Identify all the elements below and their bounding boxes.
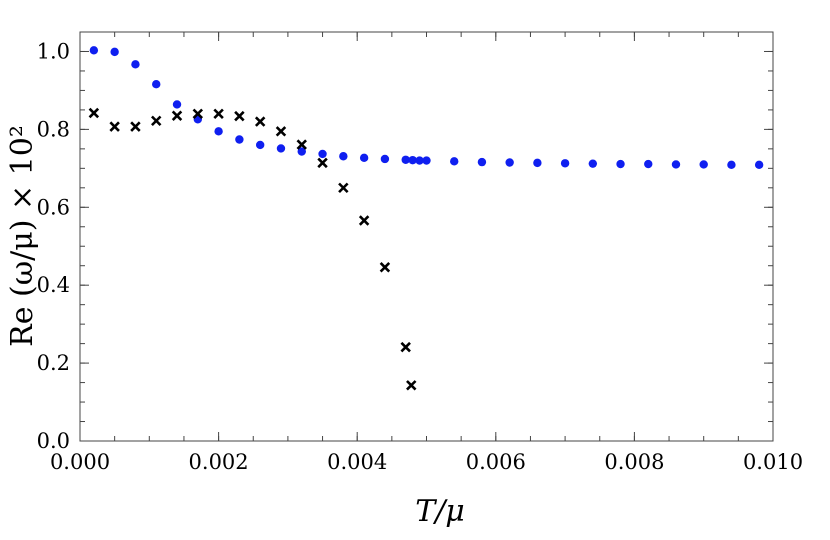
cross-stroke [171,110,183,121]
cross-stroke [151,115,162,127]
x-tick-label: 0.006 [466,450,526,474]
cross-stroke [358,215,370,226]
data-point-cross [109,121,120,132]
data-point-circle [89,46,99,55]
y-axis-label: Re (ω/μ) × 10² [5,125,40,347]
data-point-circle [699,160,708,169]
data-point-circle [477,157,487,167]
data-point-circle [318,149,327,159]
cross-stroke [275,126,287,137]
cross-stroke [213,108,224,120]
data-point-circle [359,153,369,163]
y-tick-label: 0.4 [37,273,70,297]
data-point-cross [406,380,417,391]
data-point-circle [152,79,161,89]
series-circles [89,46,764,170]
cross-stroke [400,341,411,353]
y-tick-label: 0.2 [37,351,70,375]
y-tick-label: 0.6 [37,195,70,219]
y-tick-labels: 0.0 0.2 0.4 0.6 0.8 1.0 [37,39,70,453]
y-tick-label: 0.0 [37,429,70,453]
data-point-circle [214,127,223,136]
x-tick-label: 0.000 [50,450,110,474]
cross-stroke [379,262,391,273]
axis-ticks [79,31,774,442]
data-point-circle [588,159,598,168]
data-point-cross [379,262,391,273]
data-point-cross [192,108,204,120]
data-point-circle [172,100,182,109]
data-point-cross [358,215,370,226]
cross-stroke [296,139,307,150]
data-point-circle [754,160,764,170]
data-point-circle [110,47,119,57]
cross-stroke [338,182,349,194]
data-point-circle [727,160,736,170]
x-tick-labels: 0.000 0.002 0.004 0.006 0.008 0.010 [50,450,803,474]
data-point-cross [130,121,141,132]
data-point-circle [644,159,653,169]
data-point-circle [560,159,570,168]
cross-stroke [317,157,328,169]
cross-stroke [109,121,120,132]
data-point-cross [213,108,224,120]
data-point-circle [276,144,286,153]
y-tick-label: 1.0 [37,39,70,63]
y-tick-label: 0.8 [37,117,70,141]
data-point-cross [400,341,411,353]
cross-stroke [234,110,245,122]
data-point-circle [255,140,265,150]
series-crosses [88,107,417,391]
data-point-cross [234,110,245,122]
x-tick-label: 0.002 [189,450,249,474]
data-point-cross [275,126,287,137]
x-tick-label: 0.008 [604,450,664,474]
data-point-circle [339,152,348,161]
data-point-circle [408,155,417,165]
plot-frame [79,31,774,442]
x-axis-label: T/μ [415,494,465,529]
cross-stroke [192,108,204,120]
x-tick-label: 0.004 [327,450,387,474]
data-point-circle [380,154,390,164]
data-point-cross [296,139,307,150]
data-point-circle [422,156,431,165]
x-tick-label: 0.010 [743,450,803,474]
data-point-circle [533,158,542,168]
data-point-cross [338,182,349,194]
cross-stroke [130,121,141,132]
data-point-cross [151,115,162,127]
cross-stroke [406,380,417,391]
data-point-cross [317,157,328,169]
cross-stroke [254,116,266,127]
cross-stroke [88,107,100,119]
data-point-circle [505,158,514,167]
data-point-circle [297,147,306,156]
data-point-circle [235,135,244,144]
data-point-circle [131,60,140,69]
data-point-circle [401,155,410,164]
data-point-circle [616,159,625,169]
data-point-circle [671,160,681,169]
data-point-cross [88,107,100,119]
data-point-circle [415,156,424,165]
data-point-cross [254,116,266,127]
data-point-circle [450,157,459,166]
data-point-cross [171,110,183,121]
